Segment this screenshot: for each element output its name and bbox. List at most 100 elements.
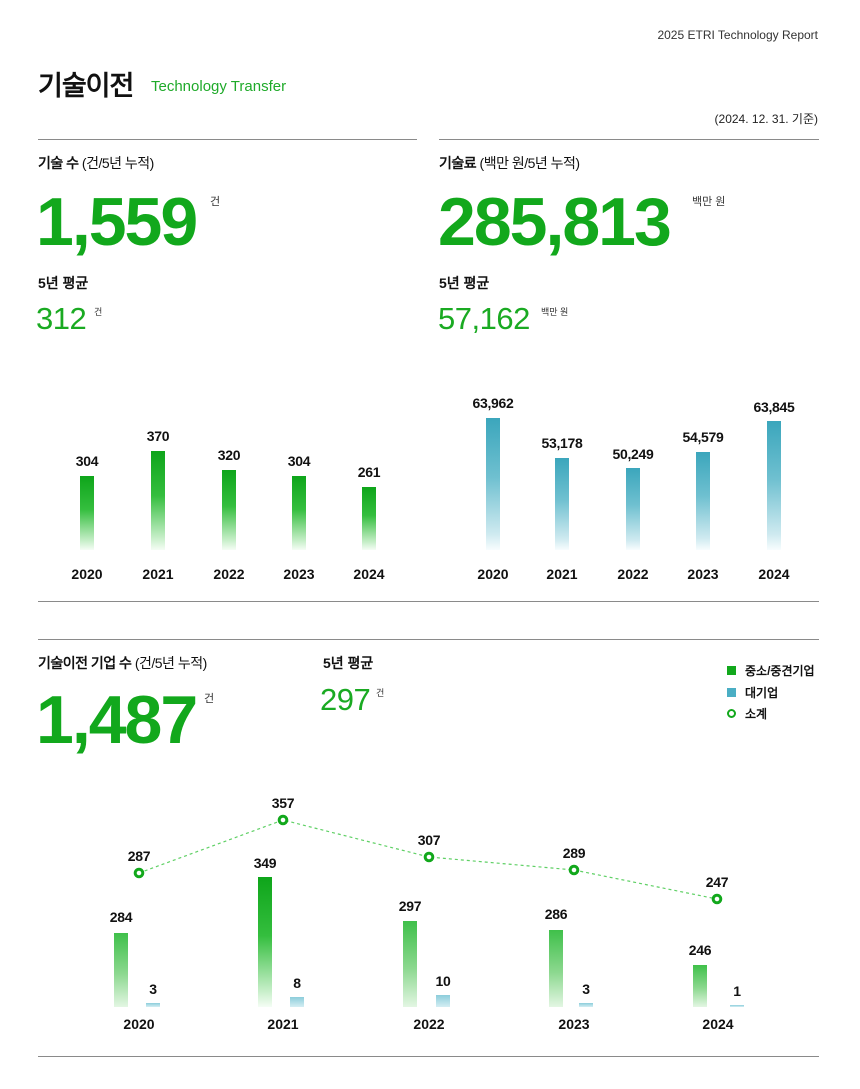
tech-count-avg: 312 bbox=[36, 301, 87, 336]
companies-total-unit: 건 bbox=[204, 693, 215, 705]
large-bar-2020 bbox=[146, 1003, 160, 1007]
companies-avg: 297 bbox=[320, 682, 371, 717]
sme-value: 297 bbox=[398, 898, 422, 914]
bar-value: 304 bbox=[287, 453, 311, 469]
subtotal-value: 307 bbox=[417, 832, 441, 848]
legend-large: 대기업 bbox=[727, 684, 778, 701]
bar-2022 bbox=[222, 470, 236, 550]
year-label: 2021 bbox=[142, 566, 174, 582]
bar-2021 bbox=[151, 451, 165, 550]
bar-value: 370 bbox=[146, 428, 170, 444]
bar-2020 bbox=[486, 418, 500, 550]
large-bar-2021 bbox=[290, 997, 304, 1007]
sme-bar-2024 bbox=[693, 965, 707, 1007]
tech-fee-title: 기술료 bbox=[439, 155, 477, 171]
bar-value: 53,178 bbox=[541, 435, 583, 451]
tech-count-label: 기술 수 (건/5년 누적) bbox=[38, 153, 154, 173]
legend-label: 중소/중견기업 bbox=[745, 664, 815, 678]
year-label: 2022 bbox=[413, 1016, 445, 1032]
year-label: 2022 bbox=[213, 566, 245, 582]
year-label: 2024 bbox=[702, 1016, 734, 1032]
sme-bar-2020 bbox=[114, 933, 128, 1007]
sme-bar-2021 bbox=[258, 877, 272, 1007]
report-label: 2025 ETRI Technology Report bbox=[657, 28, 818, 42]
subtotal-value: 287 bbox=[127, 848, 151, 864]
bar-value: 320 bbox=[217, 447, 241, 463]
large-bar-2023 bbox=[579, 1003, 593, 1007]
large-value: 10 bbox=[435, 973, 451, 989]
divider bbox=[439, 139, 819, 140]
year-label: 2021 bbox=[267, 1016, 299, 1032]
tech-count-avg-unit: 건 bbox=[94, 307, 103, 317]
year-label: 2024 bbox=[758, 566, 790, 582]
tech-count-unit: (건/5년 누적) bbox=[81, 155, 154, 171]
subtotal-value: 357 bbox=[271, 795, 295, 811]
tech-count-total-unit: 건 bbox=[210, 196, 221, 208]
bar-2021 bbox=[555, 458, 569, 550]
bar-value: 63,845 bbox=[753, 399, 795, 415]
tech-fee-unit: (백만 원/5년 누적) bbox=[479, 155, 581, 171]
sme-bar-2022 bbox=[403, 921, 417, 1007]
year-label: 2024 bbox=[353, 566, 385, 582]
year-label: 2020 bbox=[477, 566, 509, 582]
circle-marker-icon bbox=[727, 709, 736, 718]
companies-avg-unit: 건 bbox=[376, 688, 385, 698]
large-value: 3 bbox=[582, 981, 590, 997]
divider bbox=[38, 1056, 819, 1057]
subtotal-value: 289 bbox=[562, 845, 586, 861]
bar-value: 261 bbox=[357, 464, 381, 480]
legend-label: 대기업 bbox=[745, 686, 779, 700]
divider bbox=[38, 601, 819, 602]
year-label: 2021 bbox=[546, 566, 578, 582]
large-bar-2022 bbox=[436, 995, 450, 1007]
large-value: 3 bbox=[149, 981, 157, 997]
basis-date: (2024. 12. 31. 기준) bbox=[714, 112, 818, 126]
tech-count-avg-label: 5년 평균 bbox=[38, 275, 89, 291]
companies-label: 기술이전 기업 수 (건/5년 누적) bbox=[38, 653, 207, 673]
legend-subtotal: 소계 bbox=[727, 705, 767, 722]
bar-2023 bbox=[292, 476, 306, 550]
large-bar-2024 bbox=[730, 1005, 744, 1007]
legend-label: 소계 bbox=[745, 707, 768, 721]
companies-title: 기술이전 기업 수 bbox=[38, 655, 132, 671]
large-value: 1 bbox=[733, 983, 741, 999]
bar-2024 bbox=[767, 421, 781, 550]
bar-value: 50,249 bbox=[612, 446, 654, 462]
tech-fee-avg: 57,162 bbox=[438, 301, 530, 336]
year-label: 2023 bbox=[283, 566, 315, 582]
year-label: 2020 bbox=[123, 1016, 155, 1032]
blue-square-icon bbox=[727, 688, 736, 697]
bar-value: 304 bbox=[75, 453, 99, 469]
green-square-icon bbox=[727, 666, 736, 675]
sme-value: 349 bbox=[253, 855, 277, 871]
legend-sme: 중소/중견기업 bbox=[727, 662, 815, 679]
bar-value: 63,962 bbox=[472, 395, 514, 411]
bar-2022 bbox=[626, 468, 640, 550]
bar-value: 54,579 bbox=[682, 429, 724, 445]
companies-avg-label: 5년 평균 bbox=[323, 655, 374, 671]
page-subtitle: Technology Transfer bbox=[151, 78, 287, 95]
year-label: 2022 bbox=[617, 566, 649, 582]
bar-2024 bbox=[362, 487, 376, 550]
bar-2023 bbox=[696, 452, 710, 550]
page-title: 기술이전 bbox=[38, 71, 134, 101]
divider bbox=[38, 639, 819, 640]
tech-fee-label: 기술료 (백만 원/5년 누적) bbox=[439, 153, 580, 173]
year-label: 2023 bbox=[558, 1016, 590, 1032]
companies-unit: (건/5년 누적) bbox=[134, 655, 207, 671]
tech-fee-avg-label: 5년 평균 bbox=[439, 275, 490, 291]
sme-bar-2023 bbox=[549, 930, 563, 1007]
subtotal-value: 247 bbox=[705, 874, 729, 890]
sme-value: 286 bbox=[544, 906, 568, 922]
large-value: 8 bbox=[293, 975, 301, 991]
tech-fee-total-unit: 백만 원 bbox=[692, 196, 726, 208]
sme-value: 246 bbox=[688, 942, 712, 958]
year-label: 2023 bbox=[687, 566, 719, 582]
divider bbox=[38, 139, 417, 140]
tech-count-title: 기술 수 bbox=[38, 155, 79, 171]
sme-value: 284 bbox=[109, 909, 133, 925]
companies-total: 1,487 bbox=[36, 682, 198, 758]
tech-count-total: 1,559 bbox=[36, 184, 198, 260]
tech-fee-avg-unit: 백만 원 bbox=[541, 307, 569, 317]
